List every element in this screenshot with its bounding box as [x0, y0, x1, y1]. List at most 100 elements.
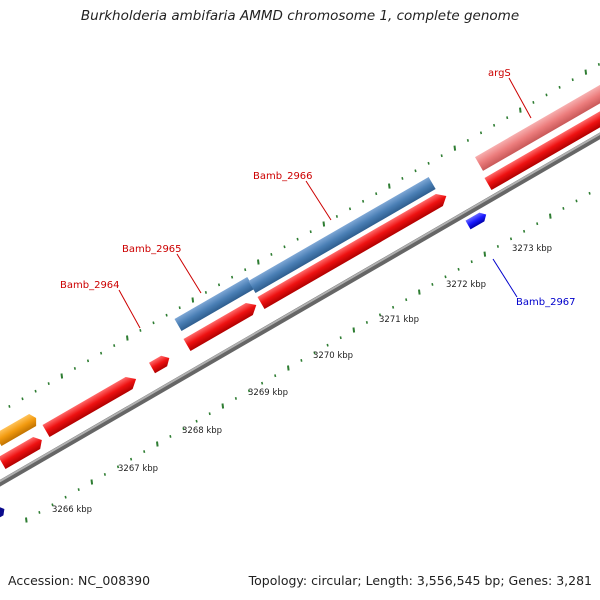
major-tick [352, 327, 356, 333]
accession-text: Accession: NC_008390 [8, 573, 151, 588]
major-tick [90, 479, 94, 485]
minor-tick [86, 359, 90, 363]
gene-arrow[interactable] [149, 353, 172, 374]
major-tick [287, 365, 290, 371]
minor-tick [335, 215, 338, 218]
gene-arrow[interactable] [0, 434, 45, 470]
minor-tick [261, 381, 264, 385]
minor-tick [457, 267, 460, 271]
minor-tick [401, 177, 404, 180]
minor-tick [575, 199, 578, 203]
major-tick [156, 441, 159, 447]
kbp-label: 3270 kbp [313, 351, 353, 361]
gene-label-args[interactable]: argS [488, 68, 511, 79]
minor-tick [47, 382, 50, 386]
minor-tick [309, 230, 312, 234]
minor-tick [378, 313, 382, 317]
gene-bamb-2966-blue[interactable] [248, 176, 436, 294]
minor-tick [152, 321, 155, 325]
minor-tick [562, 207, 565, 210]
minor-tick [509, 237, 513, 241]
outer-tick-row [8, 63, 600, 408]
kbp-label: 3273 kbp [512, 244, 552, 254]
inner-tick-row [25, 191, 591, 523]
major-tick [584, 69, 588, 75]
minor-tick [571, 78, 574, 82]
forward-genes-inner [0, 104, 600, 470]
minor-tick [365, 321, 368, 324]
minor-tick [51, 503, 54, 507]
minor-tick [300, 359, 303, 362]
gene-arrow-args[interactable] [484, 104, 600, 191]
genome-summary-text: Topology: circular; Length: 3,556,545 bp… [248, 573, 592, 588]
major-tick [549, 213, 552, 219]
minor-tick [493, 123, 496, 127]
gene-label-bamb-2966[interactable]: Bamb_2966 [253, 171, 313, 182]
gene-bamb-2965-blue[interactable] [174, 276, 255, 332]
gene-label-bamb-2964[interactable]: Bamb_2964 [60, 280, 120, 291]
minor-tick [532, 101, 535, 104]
major-tick [388, 183, 391, 189]
minor-tick [38, 510, 41, 514]
minor-tick [536, 222, 539, 226]
minor-tick [296, 237, 299, 241]
major-tick [519, 107, 522, 113]
minor-tick [270, 253, 273, 256]
gene-arrow[interactable] [42, 373, 140, 438]
minor-tick [247, 389, 251, 393]
gene-args-pink[interactable] [475, 82, 600, 171]
minor-tick [427, 161, 430, 165]
minor-tick [545, 93, 548, 97]
gene-arrow-bamb-2965[interactable] [183, 299, 260, 352]
major-tick [221, 403, 225, 409]
minor-tick [208, 412, 211, 416]
minor-tick [116, 465, 120, 469]
minor-tick [588, 191, 591, 195]
major-tick [126, 335, 129, 341]
minor-tick [64, 495, 67, 499]
minor-tick [143, 450, 146, 454]
minor-tick [597, 63, 600, 66]
major-tick [257, 259, 260, 265]
major-tick [60, 373, 64, 379]
minor-tick [231, 275, 234, 279]
minor-tick [178, 306, 181, 310]
minor-tick [326, 343, 329, 347]
kbp-label: 3267 kbp [118, 464, 158, 474]
minor-tick [405, 298, 408, 302]
minor-tick [431, 283, 434, 286]
minor-tick [100, 351, 103, 355]
minor-tick [375, 192, 378, 196]
minor-tick [362, 199, 365, 203]
major-tick [418, 289, 421, 295]
gene-arrow-bamb-2966[interactable] [257, 190, 450, 310]
gene-labels: argS Bamb_2966 Bamb_2965 Bamb_2964 Bamb_… [60, 68, 576, 308]
minor-tick [103, 472, 106, 476]
gene-arrow-bamb-2967[interactable] [465, 210, 489, 230]
minor-tick [274, 374, 277, 378]
minor-tick [165, 313, 168, 317]
minor-tick [77, 488, 80, 492]
kbp-label: 3271 kbp [379, 315, 419, 325]
forward-genes-outer [0, 82, 600, 447]
kbp-label: 3272 kbp [446, 280, 486, 290]
minor-tick [73, 366, 76, 370]
orange-gene[interactable] [0, 412, 40, 447]
major-tick [191, 297, 195, 303]
minor-tick [313, 351, 316, 355]
minor-tick [392, 305, 395, 309]
minor-tick [113, 344, 116, 348]
gene-label-bamb-2967[interactable]: Bamb_2967 [516, 297, 576, 308]
map-title: Burkholderia ambifaria AMMD chromosome 1… [80, 8, 520, 24]
major-tick [483, 251, 487, 257]
gene-label-bamb-2965[interactable]: Bamb_2965 [122, 244, 182, 255]
navy-gene[interactable] [0, 505, 7, 520]
minor-tick [234, 396, 237, 400]
minor-tick [440, 154, 443, 158]
minor-tick [558, 85, 561, 89]
reverse-genes [0, 210, 489, 520]
minor-tick [169, 434, 172, 438]
kbp-labels: 3266 kbp 3267 kbp 3268 kbp 3269 kbp 3270… [52, 244, 552, 515]
minor-tick [21, 397, 24, 401]
